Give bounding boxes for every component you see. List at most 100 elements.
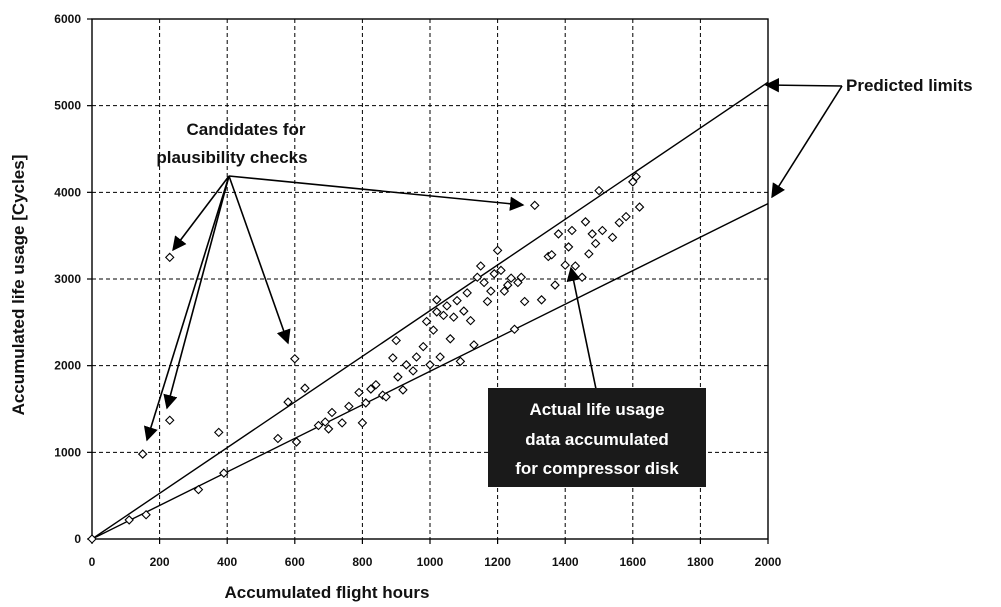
x-tick-label: 600: [285, 555, 305, 569]
actual-usage-box: [488, 388, 706, 487]
x-tick-label: 400: [217, 555, 237, 569]
limit-line-upper: [91, 81, 769, 540]
data-point: [502, 280, 513, 290]
data-point: [482, 296, 493, 307]
predicted-arrow-lower: [771, 85, 843, 199]
data-point: [614, 217, 625, 228]
data-point: [519, 296, 530, 307]
candidates-label-line-2: plausibility checks: [156, 148, 307, 167]
data-point: [283, 397, 293, 407]
data-point: [124, 515, 134, 525]
predicted-arrow-upper: [764, 77, 843, 93]
data-point: [213, 427, 224, 438]
data-point: [391, 335, 401, 346]
data-point: [587, 229, 598, 239]
data-point: [550, 280, 560, 290]
data-point: [607, 232, 618, 243]
y-tick-label: 5000: [54, 99, 81, 113]
x-axis-title: Accumulated flight hours: [225, 583, 430, 602]
data-point: [357, 418, 368, 428]
data-point: [371, 379, 381, 390]
data-point: [137, 449, 148, 459]
x-tick-label: 1200: [484, 555, 511, 569]
data-point: [344, 401, 354, 412]
x-tick-label: 200: [150, 555, 170, 569]
grid: [92, 19, 768, 539]
data-point: [300, 383, 310, 393]
data-point: [506, 273, 516, 283]
data-point: [164, 252, 175, 263]
actual-usage-label-line-2: data accumulated: [525, 430, 669, 449]
data-point: [469, 340, 479, 350]
data-point: [87, 534, 97, 544]
data-point: [291, 437, 302, 447]
x-tick-label: 1000: [417, 555, 444, 569]
data-point: [563, 242, 574, 252]
actual-usage-label-line-1: Actual life usage: [529, 400, 664, 419]
data-point: [442, 301, 452, 311]
x-tick-label: 1600: [619, 555, 646, 569]
data-point: [418, 341, 429, 352]
candidate-arrow-5: [228, 175, 525, 211]
data-point: [631, 171, 641, 182]
y-tick-labels: 0 1000 2000 3000 4000 5000 6000: [54, 12, 81, 546]
data-point: [580, 217, 591, 227]
y-tick-label: 2000: [54, 359, 81, 373]
data-point: [452, 295, 462, 306]
data-point: [479, 277, 489, 288]
data-point: [425, 360, 435, 370]
data-point: [489, 269, 499, 279]
data-point: [634, 202, 645, 212]
predicted-limits-arrows: [764, 77, 843, 199]
data-point: [435, 352, 445, 362]
data-point: [472, 272, 483, 283]
data-point: [530, 200, 540, 211]
data-point: [536, 295, 547, 305]
actual-usage-arrow: [566, 266, 597, 390]
predicted-limits-label: Predicted limits: [846, 76, 973, 95]
candidates-label-line-1: Candidates for: [186, 120, 305, 139]
limit-line-lower: [91, 202, 769, 540]
data-point: [408, 366, 418, 376]
candidate-arrow-2: [143, 175, 230, 442]
data-point: [499, 286, 510, 296]
data-point: [398, 385, 408, 395]
data-points: [87, 171, 645, 544]
data-point: [567, 225, 577, 236]
data-point: [431, 295, 442, 305]
x-tick-labels: 0 200 400 600 800 1000 1200 1400 1600 1800 2000: [89, 555, 782, 569]
data-point: [597, 225, 608, 236]
data-point: [141, 509, 151, 520]
data-point: [546, 249, 557, 260]
data-point: [590, 238, 601, 249]
data-point: [361, 398, 371, 408]
data-point: [323, 424, 334, 434]
y-tick-label: 1000: [54, 445, 81, 459]
data-point: [193, 484, 204, 495]
candidate-arrow-4: [228, 175, 291, 345]
x-tick-label: 0: [89, 555, 96, 569]
data-point: [393, 372, 403, 382]
y-axis-title: Accumulated life usage [Cycles]: [9, 155, 28, 416]
data-point: [337, 418, 347, 428]
data-point: [496, 265, 506, 276]
data-point: [455, 356, 466, 367]
candidate-arrows: [143, 175, 525, 442]
candidate-arrow-3: [163, 175, 230, 410]
data-point: [428, 325, 439, 335]
data-point: [164, 415, 175, 426]
y-tick-label: 3000: [54, 272, 81, 286]
data-point: [431, 307, 442, 317]
data-point: [381, 392, 391, 402]
data-point: [475, 261, 486, 271]
data-point: [438, 310, 449, 321]
data-point: [492, 245, 503, 256]
data-point: [445, 334, 456, 344]
data-point: [570, 261, 581, 271]
x-tick-label: 1800: [687, 555, 714, 569]
data-point: [219, 468, 229, 478]
data-point: [486, 286, 496, 296]
data-point: [320, 417, 330, 427]
data-point: [516, 272, 527, 283]
